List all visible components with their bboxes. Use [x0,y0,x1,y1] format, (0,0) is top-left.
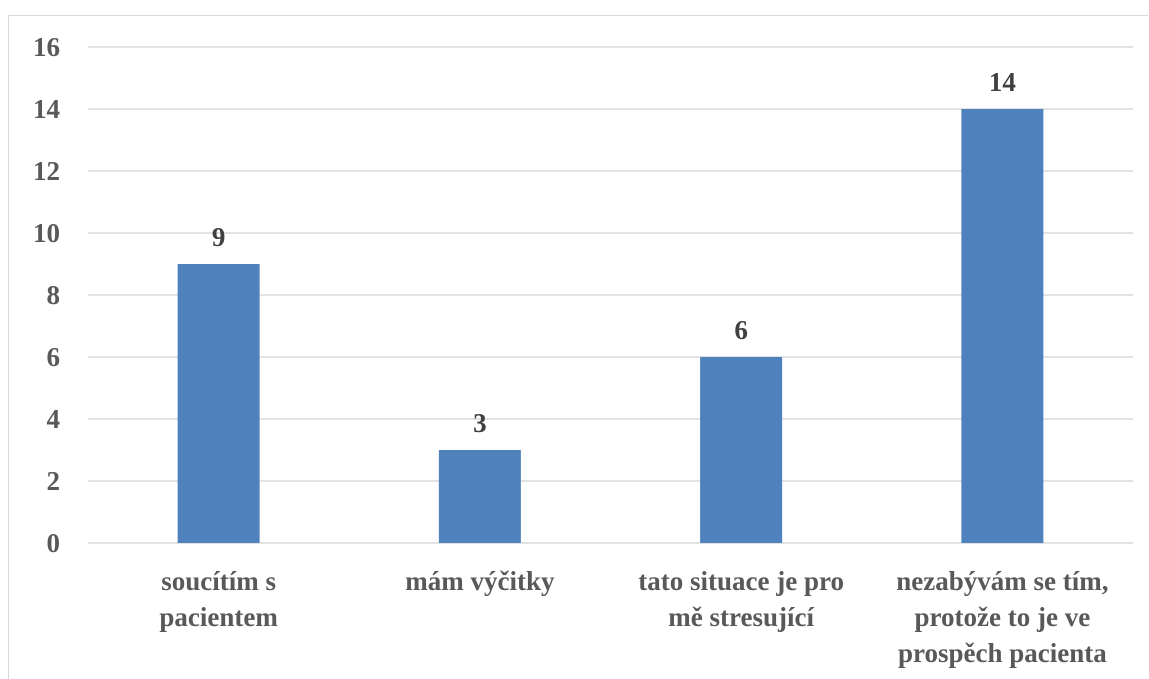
y-tick-label: 14 [33,94,60,124]
category-label: tato situace je pro mě stresující [638,566,844,632]
chart-frame [8,15,1148,679]
category-label-line: tato situace je pro [638,566,844,596]
bar [177,264,260,543]
y-tick-label: 8 [47,280,61,310]
y-tick-label: 4 [47,404,61,434]
bars [177,109,1044,543]
data-label: 3 [473,408,487,438]
data-labels: 9 3 6 14 [212,67,1016,438]
category-labels: soucítím s pacientem mám výčitky tato situa… [159,566,1108,668]
category-label-line: mě stresující [668,602,814,632]
category-label: nezabývám se tím, protože to je ve prospěc… [896,566,1108,668]
category-label-line: prospěch pacienta [898,638,1107,668]
category-label-line: mám výčitky [405,566,555,596]
y-tick-label: 16 [33,32,60,62]
bar [961,109,1044,543]
gridlines [88,46,1133,544]
category-label: mám výčitky [405,566,555,596]
data-label: 6 [734,315,748,345]
y-tick-label: 2 [47,466,61,496]
category-label-line: pacientem [159,602,278,632]
category-label-line: nezabývám se tím, [896,566,1108,596]
y-tick-label: 0 [47,528,61,558]
data-label: 9 [212,222,226,252]
y-tick-label: 10 [33,218,60,248]
category-label-line: protože to je ve [915,602,1091,632]
bar [438,450,521,543]
bar [700,357,783,543]
y-tick-label: 12 [33,156,60,186]
category-label-line: soucítím s [161,566,276,596]
y-tick-label: 6 [47,342,61,372]
data-label: 14 [989,67,1016,97]
category-label: soucítím s pacientem [159,566,278,632]
y-axis-ticks: 0 2 4 6 8 10 12 14 16 [33,32,60,558]
